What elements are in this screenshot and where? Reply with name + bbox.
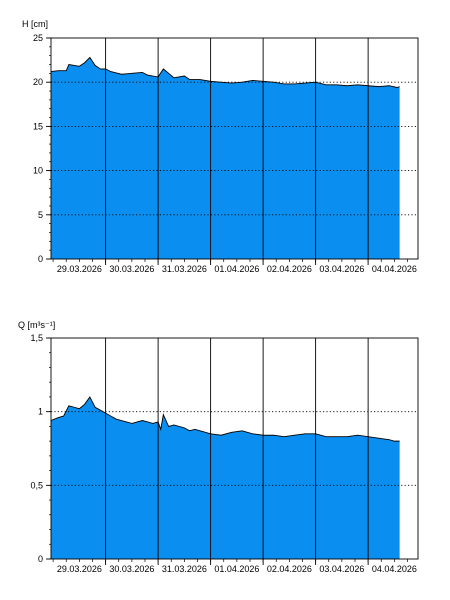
x-tick-label: 30.03.2026: [109, 264, 154, 274]
x-tick-label: 29.03.2026: [57, 564, 102, 574]
x-tick-label: 04.04.2026: [372, 564, 417, 574]
y-axis-unit-label: H [cm]: [22, 19, 48, 29]
plot-frame: [50, 337, 419, 560]
y-tick-label: 20: [33, 77, 43, 87]
data-area: [51, 57, 400, 260]
x-tick-label: 31.03.2026: [162, 264, 207, 274]
x-tick-label: 03.04.2026: [319, 564, 364, 574]
plot-frame: [50, 37, 419, 260]
data-line: [50, 396, 400, 442]
y-tick-label: 1,5: [30, 333, 43, 343]
x-tick-label: 02.04.2026: [267, 564, 312, 574]
x-tick-label: 01.04.2026: [214, 564, 259, 574]
y-tick-label: 5: [38, 210, 43, 220]
y-tick-label: 0,5: [30, 480, 43, 490]
y-tick-label: 0: [38, 554, 43, 564]
water-level-chart: H [cm] 0 5 10 15 20 25 29.03.2026 30.03.2026 31.0…: [22, 19, 419, 274]
x-tick-label: 31.03.2026: [162, 564, 207, 574]
y-tick-label: 0: [38, 254, 43, 264]
x-tick-label: 02.04.2026: [267, 264, 312, 274]
x-tick-label: 01.04.2026: [214, 264, 259, 274]
data-area: [51, 396, 400, 559]
y-tick-label: 10: [33, 166, 43, 176]
discharge-chart: Q [m³s⁻¹] 0 0,5 1 1,5 29.03.2026 30.03.2026 31.…: [18, 320, 419, 574]
x-tick-label: 30.03.2026: [109, 564, 154, 574]
y-axis-unit-label: Q [m³s⁻¹]: [18, 320, 55, 330]
y-tick-label: 15: [33, 121, 43, 131]
data-line: [50, 56, 400, 88]
x-tick-label: 04.04.2026: [372, 264, 417, 274]
y-tick-label: 1: [38, 407, 43, 417]
x-tick-label: 03.04.2026: [319, 264, 364, 274]
y-tick-label: 25: [33, 33, 43, 43]
x-tick-label: 29.03.2026: [57, 264, 102, 274]
